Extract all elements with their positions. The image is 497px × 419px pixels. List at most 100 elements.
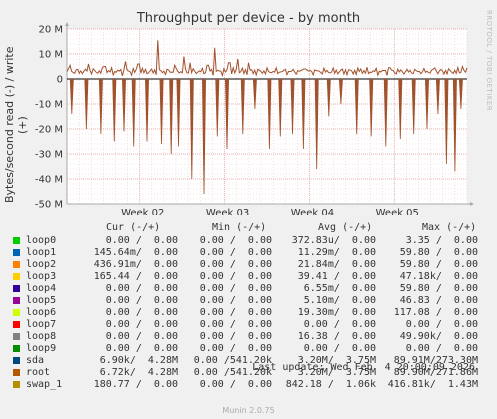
legend-name: loop9: [26, 343, 57, 354]
legend-avg: 3.20M/ 3.75M: [297, 355, 376, 366]
legend-swatch: [13, 321, 20, 328]
legend-row-loop0: loop0 0.00 / 0.00 0.00 / 0.00 372.83u/ 0.00…: [0, 235, 497, 247]
read-spike: [176, 78, 181, 147]
legend-header-max: Max (-/+): [422, 222, 477, 233]
legend-name: sda: [26, 355, 45, 366]
legend-min: 0.00 / 0.00: [199, 271, 272, 282]
legend-name: loop6: [26, 307, 57, 318]
legend-avg: 0.00 / 0.00: [303, 343, 376, 354]
series-write-line: [66, 40, 468, 78]
legend-max: 117.08 / 0.00: [393, 307, 478, 318]
read-spike: [435, 78, 440, 115]
x-tick-label: Week 02: [121, 208, 164, 215]
legend-min: 0.00 / 0.00: [199, 295, 272, 306]
legend-name: loop4: [26, 283, 57, 294]
legend-cur: 6.72k/ 4.28M: [99, 367, 178, 378]
series-layer: [66, 40, 468, 195]
read-spike: [314, 78, 319, 170]
read-spike: [458, 78, 463, 110]
y-axis-arrow: [65, 22, 69, 26]
read-spike: [290, 78, 295, 135]
legend-row-loop2: loop2 436.91m/ 0.00 0.00 / 0.00 21.84m/ 0.0…: [0, 259, 497, 271]
legend-avg: 21.84m/ 0.00: [297, 259, 376, 270]
legend-min: 0.00 / 0.00: [199, 379, 272, 390]
legend-row-loop3: loop3 165.44 / 0.00 0.00 / 0.00 39.41 / 0.0…: [0, 271, 497, 283]
legend-avg: 842.18 / 1.06k: [285, 379, 376, 390]
read-spike: [240, 78, 245, 135]
legend-swatch: [13, 333, 20, 340]
legend-max: 89.90M/271.86M: [393, 367, 478, 378]
legend-row-root: root 6.72k/ 4.28M 0.00 /541.20k 3.20M/ 3.75…: [0, 367, 497, 379]
legend-max: 0.00 / 0.00: [405, 343, 478, 354]
read-spike: [169, 78, 174, 155]
legend-avg: 372.83u/ 0.00: [291, 235, 376, 246]
legend-swatch: [13, 345, 20, 352]
read-spike: [267, 78, 272, 150]
read-spike: [112, 78, 117, 142]
legend-avg: 5.10m/ 0.00: [303, 295, 376, 306]
legend-min: 0.00 / 0.00: [199, 283, 272, 294]
legend-min: 0.00 / 0.00: [199, 307, 272, 318]
throughput-chart: 20 M 10 M 0 -10 M -20 M -30 M -40 M -50 M Week 0…: [35, 22, 474, 215]
legend-cur: 145.64m/ 0.00: [93, 247, 178, 258]
legend-row-loop9: loop9 0.00 / 0.00 0.00 / 0.00 0.00 / 0.00 0.…: [0, 343, 497, 355]
y-tick-label: -50 M: [35, 200, 63, 211]
legend-swatch: [13, 249, 20, 256]
legend-cur: 0.00 / 0.00: [105, 331, 178, 342]
y-tick-label: -20 M: [35, 125, 63, 136]
axis-ticks: 20 M 10 M 0 -10 M -20 M -30 M -40 M -50 M Week 0…: [35, 22, 474, 215]
y-tick-label: -10 M: [35, 100, 63, 111]
legend-name: loop0: [26, 235, 57, 246]
legend-min: 0.00 / 0.00: [199, 259, 272, 270]
legend-avg: 11.29m/ 0.00: [297, 247, 376, 258]
legend-min: 0.00 / 0.00: [199, 235, 272, 246]
read-spike: [159, 78, 164, 145]
legend-min: 0.00 / 0.00: [199, 343, 272, 354]
read-spike: [425, 78, 429, 130]
legend-row-loop1: loop1 145.64m/ 0.00 0.00 / 0.00 11.29m/ 0.0…: [0, 247, 497, 259]
legend-row-swap_1: swap_1 180.77 / 0.00 0.00 / 0.00 842.18 / 1…: [0, 379, 497, 391]
read-spike: [131, 78, 136, 147]
plot-area: [67, 29, 467, 204]
read-spike: [369, 78, 374, 137]
legend-name: loop2: [26, 259, 57, 270]
legend-max: 46.83 / 0.00: [399, 295, 478, 306]
legend-name: loop3: [26, 271, 57, 282]
legend-avg: 19.30m/ 0.00: [297, 307, 376, 318]
legend-min: 0.00 /541.20k: [193, 367, 272, 378]
read-spike: [98, 78, 103, 135]
read-spike: [189, 78, 194, 180]
legend-max: 59.80 / 0.00: [399, 259, 478, 270]
legend-cur: 0.00 / 0.00: [105, 319, 178, 330]
read-spike: [444, 78, 449, 165]
legend-cur: 180.77 / 0.00: [93, 379, 178, 390]
y-tick-label: 0: [57, 75, 63, 86]
x-axis-arrow: [470, 202, 474, 206]
legend-name: loop1: [26, 247, 57, 258]
y-tick-label: 10 M: [38, 50, 63, 61]
legend-row-loop6: loop6 0.00 / 0.00 0.00 / 0.00 19.30m/ 0.00 1…: [0, 307, 497, 319]
read-spike: [411, 78, 416, 135]
y-tick-label: -40 M: [35, 175, 63, 186]
legend-max: 49.90k/ 0.00: [399, 331, 478, 342]
read-spike: [354, 78, 359, 135]
legend-row-loop7: loop7 0.00 / 0.00 0.00 / 0.00 0.00 / 0.00 0.…: [0, 319, 497, 331]
legend-swatch: [13, 381, 20, 388]
legend-max: 416.81k/ 1.43M: [387, 379, 478, 390]
legend-cur: 6.90k/ 4.28M: [99, 355, 178, 366]
legend-swatch: [13, 357, 20, 364]
rrdtool-credit: RRDTOOL / TOBI OETIKER: [485, 10, 493, 112]
legend-cur: 0.00 / 0.00: [105, 283, 178, 294]
legend-header-min: Min (-/+): [212, 222, 267, 233]
read-spike: [326, 78, 331, 117]
legend-header-avg: Avg (-/+): [318, 222, 373, 233]
last-update: Last update: Wed Feb 4 20:00:09 2026: [252, 362, 475, 373]
legend-row-loop4: loop4 0.00 / 0.00 0.00 / 0.00 6.55m/ 0.00 59…: [0, 283, 497, 295]
legend-swatch: [13, 369, 20, 376]
legend-swatch: [13, 237, 20, 244]
legend-swatch: [13, 285, 20, 292]
y-tick-label: -30 M: [35, 150, 63, 161]
x-tick-label: Week 04: [291, 208, 334, 215]
legend-max: 59.80 / 0.00: [399, 247, 478, 258]
